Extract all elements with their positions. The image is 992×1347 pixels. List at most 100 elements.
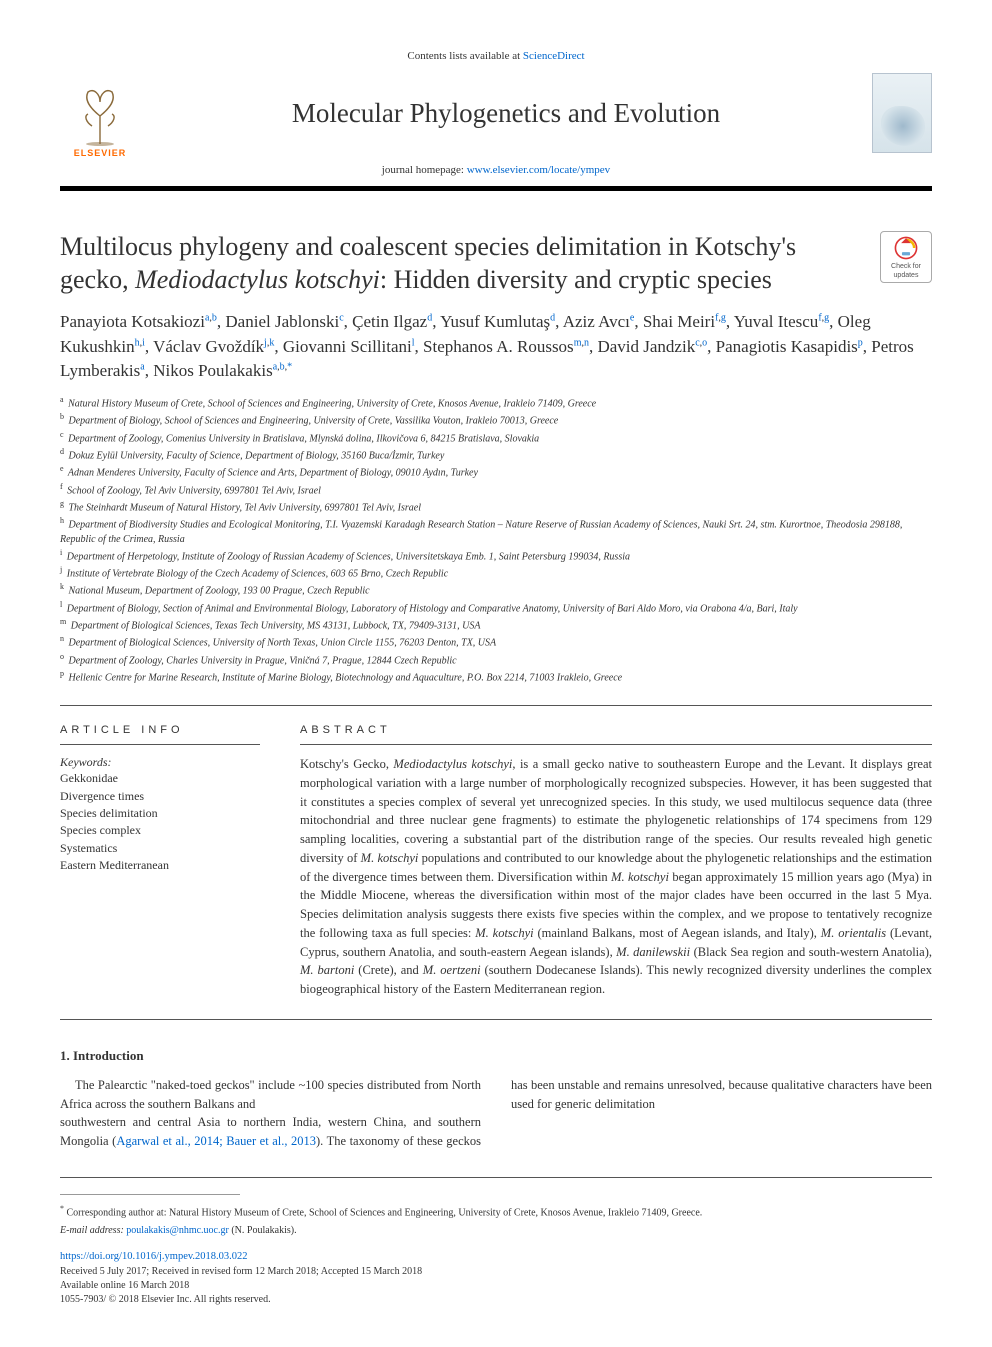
affiliation-line: k National Museum, Department of Zoology… (60, 581, 932, 598)
abstract-column: ABSTRACT Kotschy's Gecko, Mediodactylus … (300, 724, 932, 999)
species-name: M. kotschyi (361, 851, 419, 865)
author: Daniel Jablonski (225, 312, 339, 331)
keyword-item: Species complex (60, 822, 260, 839)
affiliation-line: a Natural History Museum of Crete, Schoo… (60, 394, 932, 411)
affiliation-line: m Department of Biological Sciences, Tex… (60, 616, 932, 633)
homepage-prefix: journal homepage: (382, 164, 467, 176)
email-line: E-mail address: poulakakis@nhmc.uoc.gr (… (60, 1224, 932, 1238)
abstract-heading: ABSTRACT (300, 724, 932, 736)
affiliation-line: i Department of Herpetology, Institute o… (60, 547, 932, 564)
affiliations-block: a Natural History Museum of Crete, Schoo… (60, 394, 932, 685)
authors-block: Panayiota Kotsakiozia,b, Daniel Jablonsk… (60, 310, 932, 384)
check-updates-icon (893, 235, 919, 261)
elsevier-tree-icon (70, 86, 130, 148)
author-affiliation-link[interactable]: g (721, 312, 726, 323)
introduction-body: The Palearctic "naked-toed geckos" inclu… (60, 1076, 932, 1151)
author: Nikos Poulakakis (153, 361, 272, 380)
affiliation-line: h Department of Biodiversity Studies and… (60, 515, 932, 546)
author-affiliation-link[interactable]: l (412, 337, 415, 348)
doi-link[interactable]: https://doi.org/10.1016/j.ympev.2018.03.… (60, 1251, 248, 1262)
author: Shai Meiri (643, 312, 715, 331)
author: Stephanos A. Roussos (423, 337, 574, 356)
email-link[interactable]: poulakakis@nhmc.uoc.gr (126, 1225, 229, 1236)
author-affiliation-link[interactable]: g (824, 312, 829, 323)
author-affiliation-link[interactable]: o (702, 337, 707, 348)
author-affiliation-link[interactable]: e (630, 312, 634, 323)
keyword-item: Systematics (60, 840, 260, 857)
intro-paragraph-1: The Palearctic "naked-toed geckos" inclu… (60, 1076, 481, 1114)
author-affiliation-link[interactable]: b (212, 312, 217, 323)
intro-citation-link[interactable]: Agarwal et al., 2014; Bauer et al., 2013 (116, 1134, 316, 1148)
author-affiliation-link[interactable]: h (135, 337, 140, 348)
author-affiliation-link[interactable]: d (427, 312, 432, 323)
author-affiliation-link[interactable]: a (140, 362, 144, 373)
affiliation-line: j Institute of Vertebrate Biology of the… (60, 564, 932, 581)
keywords-label: Keywords: (60, 755, 260, 770)
author: Yusuf Kumlutaş (440, 312, 550, 331)
keyword-item: Divergence times (60, 788, 260, 805)
author-affiliation-link[interactable]: * (287, 362, 292, 373)
author-affiliation-link[interactable]: f (715, 312, 718, 323)
author-affiliation-link[interactable]: k (269, 337, 274, 348)
header-rule (60, 186, 932, 191)
footnote-rule (60, 1194, 240, 1195)
check-for-updates-button[interactable]: Check for updates (880, 231, 932, 283)
affiliation-line: l Department of Biology, Section of Anim… (60, 599, 932, 616)
author: Panayiota Kotsakiozi (60, 312, 205, 331)
author: Panagiotis Kasapidis (716, 337, 858, 356)
divider-rule (60, 1177, 932, 1178)
email-label: E-mail address: (60, 1225, 126, 1236)
email-who: (N. Poulakakis). (229, 1225, 297, 1236)
journal-name: Molecular Phylogenetics and Evolution (154, 98, 858, 129)
author-affiliation-link[interactable]: c (339, 312, 343, 323)
affiliation-line: d Dokuz Eylül University, Faculty of Sci… (60, 446, 932, 463)
article-info-heading: ARTICLE INFO (60, 724, 260, 736)
author: Yuval Itescu (734, 312, 819, 331)
homepage-link[interactable]: www.elsevier.com/locate/ympev (467, 164, 610, 176)
author-affiliation-link[interactable]: a (273, 362, 277, 373)
keyword-item: Species delimitation (60, 805, 260, 822)
affiliation-line: o Department of Zoology, Charles Univers… (60, 651, 932, 668)
corr-text: Corresponding author at: Natural History… (67, 1207, 703, 1218)
journal-header: Contents lists available at ScienceDirec… (60, 50, 932, 191)
affiliation-line: n Department of Biological Sciences, Uni… (60, 633, 932, 650)
keyword-item: Eastern Mediterranean (60, 857, 260, 874)
author-affiliation-link[interactable]: d (550, 312, 555, 323)
online-line: Available online 16 March 2018 (60, 1279, 932, 1293)
species-name: M. kotschyi (611, 870, 669, 884)
author-affiliation-link[interactable]: n (584, 337, 589, 348)
issn-copyright: 1055-7903/ © 2018 Elsevier Inc. All righ… (60, 1293, 932, 1307)
footer-block: * Corresponding author at: Natural Histo… (60, 1194, 932, 1307)
homepage-line: journal homepage: www.elsevier.com/locat… (60, 164, 932, 176)
affiliation-line: g The Steinhardt Museum of Natural Histo… (60, 498, 932, 515)
affiliation-line: b Department of Biology, School of Scien… (60, 411, 932, 428)
author-affiliation-link[interactable]: j (264, 337, 267, 348)
author: Giovanni Scillitani (283, 337, 412, 356)
author-affiliation-link[interactable]: i (142, 337, 145, 348)
species-name: M. kotschyi (475, 926, 533, 940)
author: David Jandzik (597, 337, 695, 356)
title-italic: Mediodactylus kotschyi (135, 265, 380, 294)
keyword-item: Gekkonidae (60, 770, 260, 787)
species-name: M. orientalis (821, 926, 886, 940)
sciencedirect-link[interactable]: ScienceDirect (523, 50, 585, 62)
corresponding-author-note: * Corresponding author at: Natural Histo… (60, 1203, 932, 1220)
article-title: Multilocus phylogeny and coalescent spec… (60, 231, 860, 296)
author-affiliation-link[interactable]: m (574, 337, 582, 348)
author-affiliation-link[interactable]: a (205, 312, 209, 323)
corr-marker: * (60, 1204, 64, 1213)
species-name: M. oertzeni (423, 963, 481, 977)
author-affiliation-link[interactable]: c (695, 337, 699, 348)
abstract-text: Kotschy's Gecko, Mediodactylus kotschyi,… (300, 755, 932, 999)
check-updates-line1: Check for (891, 263, 921, 270)
species-name: M. bartoni (300, 963, 354, 977)
received-line: Received 5 July 2017; Received in revise… (60, 1265, 932, 1279)
divider-rule (60, 1019, 932, 1020)
author-affiliation-link[interactable]: b (280, 362, 285, 373)
author-affiliation-link[interactable]: p (858, 337, 863, 348)
check-updates-line2: updates (894, 272, 919, 279)
article-info-column: ARTICLE INFO Keywords: GekkonidaeDiverge… (60, 724, 260, 999)
author: Çetin Ilgaz (352, 312, 427, 331)
species-name: Mediodactylus kotschyi (393, 757, 512, 771)
author-affiliation-link[interactable]: f (818, 312, 821, 323)
